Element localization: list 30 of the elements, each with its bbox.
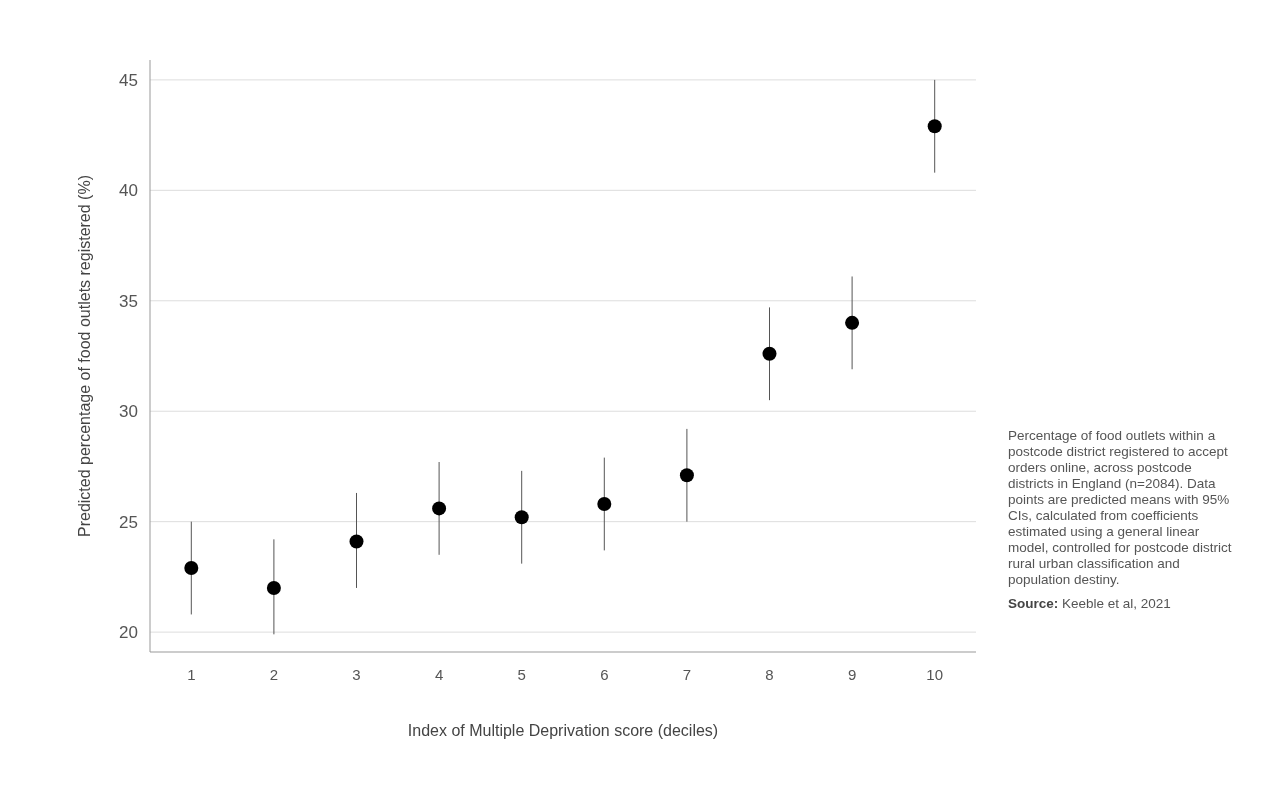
point [597,497,612,511]
point [349,534,364,549]
x-tick-label: 8 [765,666,774,683]
x-tick-label: 7 [682,666,692,683]
point [184,561,199,576]
x-tick-label: 5 [517,666,526,683]
source-note: Source: Keeble et al, 2021 [1008,596,1172,612]
point [927,119,942,134]
x-tick-label: 10 [926,666,944,683]
x-tick-label: 4 [434,666,444,683]
y-tick-label: 30 [119,402,138,422]
point [514,510,529,525]
x-axis-title: Index of Multiple Deprivation score (deciles) [407,722,719,739]
y-axis-title: Predicted percentage of food outlets registered (%) [76,175,93,537]
y-tick-label: 40 [119,181,138,201]
x-tick-label: 2 [269,666,279,683]
y-tick-label: 25 [119,512,138,532]
point [432,501,447,516]
y-tick-label: 20 [119,623,138,643]
x-tick-label: 6 [600,666,609,683]
x-tick-label: 1 [187,666,196,683]
point [845,315,860,330]
y-tick-label: 45 [119,70,138,90]
x-tick-label: 9 [847,666,857,683]
x-tick-label: 3 [352,666,361,683]
point [266,580,281,595]
y-tick-label: 35 [119,291,138,311]
text: Percentage of food outlets within a postcode district registered to accept orders online, across postcode districts in England (n=2084). Data points are predicted means with 95% CIs, calculated from coefficients estimated using a general linear model, controlled for postcode district rural urban classification and population destiny. [1008,428,1232,587]
point [762,346,777,361]
point [679,468,694,483]
